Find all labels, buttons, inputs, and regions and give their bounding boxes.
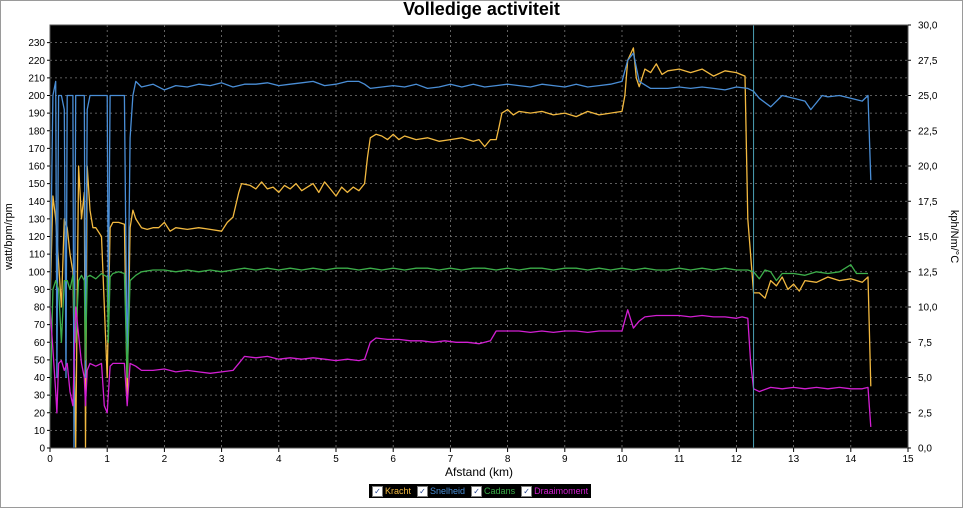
- y-axis-label: watt/bpm/rpm: [3, 203, 15, 271]
- x-tick-label: 10: [616, 454, 628, 465]
- y2-tick-label: 10,0: [918, 303, 938, 314]
- y-tick-label: 0: [39, 444, 45, 455]
- y2-tick-label: 12,5: [918, 267, 938, 278]
- y-tick-label: 80: [34, 303, 46, 314]
- grid: [50, 25, 908, 448]
- x-tick-label: 9: [562, 454, 568, 465]
- y-tick-label: 50: [34, 355, 46, 366]
- y-tick-label: 90: [34, 285, 46, 296]
- chart-title: Volledige activiteit: [403, 0, 560, 19]
- x-tick-label: 8: [505, 454, 511, 465]
- y2-tick-label: 22,5: [918, 126, 938, 137]
- x-tick-label: 11: [674, 454, 685, 465]
- y2-tick-label: 5,0: [918, 373, 932, 384]
- legend-item-snelheid[interactable]: ✓ Snelheid: [417, 485, 466, 497]
- y-tick-label: 160: [28, 162, 45, 173]
- y-tick-label: 150: [28, 179, 45, 190]
- legend-label: Kracht: [385, 486, 412, 496]
- y-tick-label: 70: [34, 320, 46, 331]
- y-tick-label: 30: [34, 391, 46, 402]
- series-cadans: [49, 264, 868, 413]
- x-tick-label: 0: [47, 454, 53, 465]
- axes: 0 1 2 3 4 5 6 7 8 9 10 11 12 13 14 15010203040506070809…: [28, 21, 938, 466]
- checkbox-icon[interactable]: ✓: [471, 485, 483, 497]
- y-tick-label: 10: [34, 426, 46, 437]
- series-kracht: [49, 47, 872, 449]
- x-tick-label: 12: [731, 454, 743, 465]
- x-tick-label: 1: [104, 454, 110, 465]
- y2-tick-label: 7,5: [918, 338, 932, 349]
- y-tick-label: 200: [28, 91, 45, 102]
- legend-label: Cadans: [484, 486, 516, 496]
- legend-label: Snelheid: [430, 486, 466, 496]
- x-tick-label: 4: [276, 454, 282, 465]
- checkbox-icon[interactable]: ✓: [372, 485, 383, 497]
- x-axis-label: Afstand (km): [445, 465, 513, 479]
- y-tick-label: 120: [28, 232, 45, 243]
- legend: ✓ Kracht ✓ Snelheid ✓ Cadans ✓ Draaimome…: [369, 484, 592, 498]
- y2-tick-label: 27,5: [918, 56, 938, 67]
- y-tick-label: 40: [34, 373, 46, 384]
- x-tick-label: 15: [902, 454, 914, 465]
- plot-area: [50, 25, 908, 448]
- legend-item-kracht[interactable]: ✓ Kracht: [372, 485, 412, 497]
- y2-tick-label: 30,0: [918, 21, 938, 32]
- legend-label: Draaimoment: [534, 486, 589, 496]
- y-tick-label: 140: [28, 197, 45, 208]
- checkbox-icon[interactable]: ✓: [521, 485, 533, 497]
- x-tick-label: 14: [845, 454, 857, 465]
- y2-tick-label: 25,0: [918, 91, 938, 102]
- activity-chart: 0 1 2 3 4 5 6 7 8 9 10 11 12 13 14 15010203040506070809…: [3, 21, 960, 480]
- y-tick-label: 190: [28, 109, 45, 120]
- x-tick-label: 6: [390, 454, 396, 465]
- y2-tick-label: 0,0: [918, 444, 932, 455]
- y2-axis-label: kph/Nm/°C: [948, 210, 960, 263]
- y-tick-label: 130: [28, 214, 45, 225]
- y2-tick-label: 20,0: [918, 162, 938, 173]
- x-tick-label: 7: [448, 454, 454, 465]
- y2-tick-label: 2,5: [918, 408, 932, 419]
- y-tick-label: 170: [28, 144, 45, 155]
- y2-tick-label: 17,5: [918, 197, 938, 208]
- x-tick-label: 13: [788, 454, 800, 465]
- x-tick-label: 5: [333, 454, 339, 465]
- x-tick-label: 3: [219, 454, 225, 465]
- checkbox-icon[interactable]: ✓: [417, 485, 429, 497]
- y-tick-label: 210: [28, 73, 45, 84]
- y-tick-label: 180: [28, 126, 45, 137]
- legend-item-draaimoment[interactable]: ✓ Draaimoment: [521, 485, 589, 497]
- series-draaimoment: [49, 306, 872, 427]
- y-tick-label: 110: [29, 250, 45, 261]
- y2-tick-label: 15,0: [918, 232, 938, 243]
- y-tick-label: 230: [28, 38, 45, 49]
- y-tick-label: 20: [34, 408, 46, 419]
- legend-item-cadans[interactable]: ✓ Cadans: [471, 485, 516, 497]
- y-tick-label: 100: [28, 267, 45, 278]
- y-tick-label: 220: [28, 56, 45, 67]
- series-snelheid: [49, 52, 872, 449]
- series-layer: [49, 47, 872, 449]
- y-tick-label: 60: [34, 338, 46, 349]
- x-tick-label: 2: [162, 454, 168, 465]
